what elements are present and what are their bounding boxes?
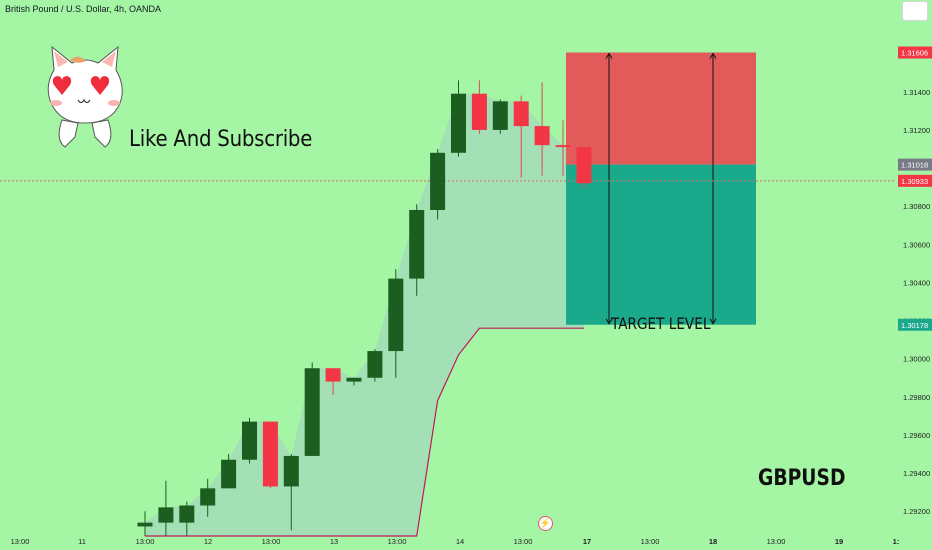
arrow-head-down-icon <box>605 318 613 325</box>
stop-loss-zone[interactable] <box>566 52 756 165</box>
svg-text:1.31018: 1.31018 <box>901 161 928 170</box>
like-subscribe-text: Like And Subscribe <box>129 127 313 152</box>
price-label-stop: 1.31606 <box>898 46 932 59</box>
price-label-target: 1.30178 <box>898 318 932 331</box>
price-axis-tick: 1.31200 <box>903 126 930 135</box>
top-right-control[interactable] <box>902 1 928 21</box>
time-axis-tick: 11 <box>78 537 86 546</box>
arrow-head-down-icon <box>709 318 717 325</box>
candle[interactable] <box>513 95 529 178</box>
time-axis-tick: 13 <box>330 537 338 546</box>
cat-sticker-icon <box>47 45 123 148</box>
price-axis-tick: 1.30600 <box>903 240 930 249</box>
candle[interactable] <box>555 120 571 176</box>
candle-body <box>137 522 153 527</box>
candle-body <box>367 351 383 378</box>
time-axis-tick: 13:00 <box>641 537 660 546</box>
candle-body <box>409 209 425 279</box>
candle[interactable] <box>158 480 174 536</box>
candle[interactable] <box>262 421 278 489</box>
candle-body <box>262 421 278 487</box>
time-axis-tick: 13:00 <box>136 537 155 546</box>
candle-body <box>221 459 237 489</box>
flash-icon[interactable]: ⚡ <box>538 516 553 531</box>
time-axis-tick: 14 <box>456 537 464 546</box>
candle[interactable] <box>471 80 487 134</box>
time-axis-tick: 17 <box>583 537 591 546</box>
price-axis-tick: 1.30000 <box>903 355 930 364</box>
price-axis-tick: 1.29200 <box>903 507 930 516</box>
price-axis-tick: 1.29400 <box>903 469 930 478</box>
candle-body <box>242 421 257 460</box>
candle-body <box>513 101 529 127</box>
time-axis-tick: 1: <box>893 537 900 546</box>
time-axis-tick: 13:00 <box>514 537 533 546</box>
candle[interactable] <box>409 204 425 296</box>
take-profit-zone[interactable] <box>566 164 756 325</box>
time-axis-tick: 13:00 <box>388 537 407 546</box>
candle-body <box>346 377 362 382</box>
candle-body <box>534 126 550 146</box>
candle[interactable] <box>451 80 466 157</box>
candle[interactable] <box>179 501 195 536</box>
candle[interactable] <box>346 377 362 386</box>
svg-text:1.31606: 1.31606 <box>901 49 928 58</box>
price-axis-tick: 1.29600 <box>903 431 930 440</box>
candle[interactable] <box>388 269 404 378</box>
candle[interactable] <box>137 511 153 536</box>
candle-body <box>430 152 446 210</box>
candle[interactable] <box>430 148 446 220</box>
price-axis-tick: 1.31400 <box>903 88 930 97</box>
chart-title: British Pound / U.S. Dollar, 4h, OANDA <box>5 4 162 14</box>
candle-body <box>471 93 487 130</box>
target-level-label: TARGET LEVEL <box>611 314 711 333</box>
candle-body <box>492 101 508 130</box>
candle-body <box>451 93 466 153</box>
candle[interactable] <box>367 349 383 382</box>
trailing-stop-line <box>145 327 584 537</box>
candle-body <box>388 278 404 352</box>
candle-body <box>555 145 571 148</box>
time-axis-tick: 19 <box>835 537 843 546</box>
svg-text:1.30933: 1.30933 <box>901 177 928 186</box>
time-axis-tick: 12 <box>204 537 212 546</box>
arrow-head-up-icon <box>709 52 717 59</box>
candle[interactable] <box>242 417 257 464</box>
candle[interactable] <box>534 82 550 176</box>
price-axis-tick: 1.30800 <box>903 202 930 211</box>
trend-fill-area <box>145 93 584 536</box>
svg-text:1.30178: 1.30178 <box>901 321 928 330</box>
candle-body <box>283 455 299 487</box>
candle[interactable] <box>200 478 216 517</box>
time-axis-tick: 13:00 <box>11 537 30 546</box>
symbol-label: GBPUSD <box>758 466 846 491</box>
candle-body <box>325 368 341 382</box>
price-axis-tick: 1.30400 <box>903 278 930 287</box>
candle[interactable] <box>576 147 592 190</box>
candle[interactable] <box>221 454 237 489</box>
candle-body <box>304 368 320 456</box>
price-axis-tick: 1.29800 <box>903 393 930 402</box>
arrow-head-up-icon <box>605 52 613 59</box>
candle-body <box>200 488 216 506</box>
candle-body <box>158 507 174 523</box>
candle[interactable] <box>304 362 320 456</box>
candle[interactable] <box>492 99 508 134</box>
candle-body <box>179 505 195 523</box>
time-axis-tick: 13:00 <box>767 537 786 546</box>
candle[interactable] <box>325 368 341 395</box>
price-label-current: 1.30933 <box>898 174 932 187</box>
candle-body <box>576 147 592 184</box>
candle[interactable] <box>283 454 299 531</box>
time-axis-tick: 18 <box>709 537 717 546</box>
time-axis-tick: 13:00 <box>262 537 281 546</box>
price-label-entry: 1.31018 <box>898 158 932 171</box>
